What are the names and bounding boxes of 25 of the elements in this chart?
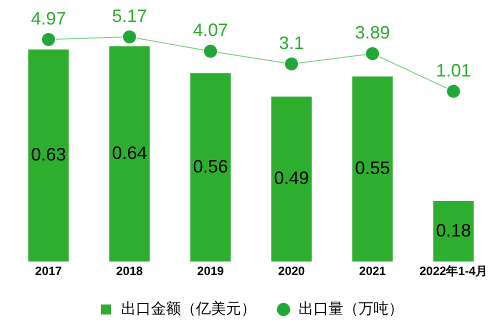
- bar: [190, 73, 231, 262]
- x-tick-label: 2020: [278, 264, 306, 278]
- data-label: 4.07: [192, 20, 228, 40]
- data-label: 3.1: [278, 32, 304, 53]
- legend-label: 出口金额（亿美元）: [121, 300, 256, 318]
- data-label: 4.97: [30, 8, 66, 28]
- x-tick-label: 2021: [359, 264, 386, 278]
- data-label: 3.89: [354, 22, 390, 43]
- data-label: 0.64: [112, 142, 148, 163]
- bar: [271, 96, 312, 262]
- x-tick-label: 2022年1-4月: [419, 264, 488, 278]
- data-label: 1.01: [436, 60, 472, 80]
- x-tick-label: 2017: [35, 264, 62, 278]
- x-tick-label: 2019: [197, 264, 224, 278]
- data-label: 0.18: [436, 220, 472, 240]
- legend-label: 出口量（万吨）: [298, 300, 404, 318]
- data-label: 0.63: [30, 144, 66, 165]
- x-tick-label: 2018: [116, 264, 144, 278]
- data-label: 0.55: [354, 158, 390, 178]
- bar: [28, 50, 69, 262]
- data-label: 5.17: [112, 6, 148, 26]
- data-label: 0.56: [192, 156, 228, 176]
- bar: [352, 76, 393, 262]
- bar: [433, 201, 474, 262]
- data-label: 0.49: [274, 168, 310, 188]
